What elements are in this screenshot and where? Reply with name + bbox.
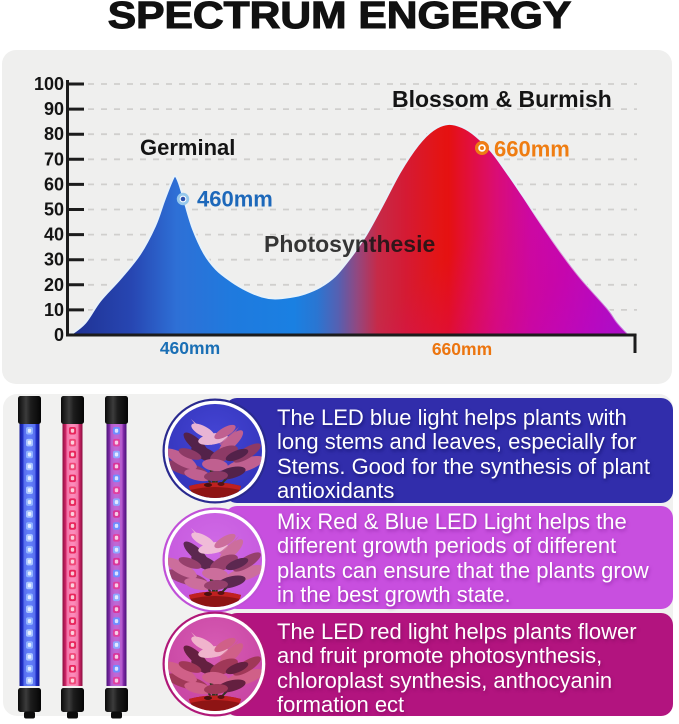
svg-text:70: 70 xyxy=(44,149,64,169)
svg-text:660mm: 660mm xyxy=(432,339,492,359)
svg-text:Germinal: Germinal xyxy=(140,135,235,160)
svg-text:50: 50 xyxy=(44,200,64,220)
svg-text:90: 90 xyxy=(44,99,64,119)
svg-text:60: 60 xyxy=(44,174,64,194)
svg-text:20: 20 xyxy=(44,275,64,295)
svg-text:460mm: 460mm xyxy=(160,338,220,358)
svg-text:80: 80 xyxy=(44,124,64,144)
svg-text:100: 100 xyxy=(34,74,64,94)
svg-text:660mm: 660mm xyxy=(494,137,570,162)
svg-text:460mm: 460mm xyxy=(197,187,273,212)
svg-text:Blossom & Burmish: Blossom & Burmish xyxy=(392,86,612,112)
svg-text:10: 10 xyxy=(44,300,64,320)
svg-text:Photosynthesie: Photosynthesie xyxy=(264,231,435,257)
svg-text:0: 0 xyxy=(54,325,64,345)
svg-text:40: 40 xyxy=(44,225,64,245)
svg-text:30: 30 xyxy=(44,250,64,270)
